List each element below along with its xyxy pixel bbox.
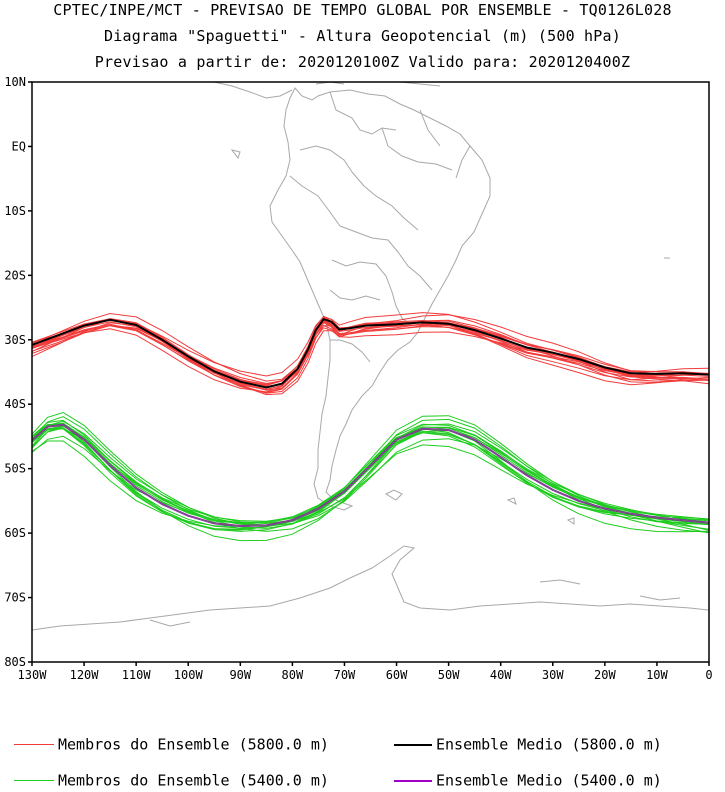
- lat-label: 10N: [4, 75, 26, 89]
- latitude-axis: 10N EQ 10S 20S 30S 40S 50S 60S 70S 80S: [4, 75, 32, 669]
- lon-label: 80W: [282, 668, 304, 682]
- legend-label: Membros do Ensemble (5400.0 m): [58, 771, 329, 790]
- lon-label: 30W: [542, 668, 564, 682]
- ensemble-mean-5800: [31, 318, 710, 389]
- lon-label: 100W: [174, 668, 204, 682]
- legend-swatch-members-5800: [14, 744, 54, 745]
- legend-swatch-members-5400: [14, 780, 54, 781]
- legend-label: Ensemble Medio (5400.0 m): [436, 771, 662, 790]
- legend-swatch-mean-5400: [394, 779, 432, 782]
- lat-label: 10S: [4, 204, 26, 218]
- map-frame: [31, 81, 710, 663]
- lon-label: 130W: [18, 668, 48, 682]
- lon-label: 70W: [334, 668, 356, 682]
- lon-label: 10W: [646, 668, 668, 682]
- ensemble-member-line: [31, 321, 710, 391]
- lat-label: 20S: [4, 268, 26, 282]
- ensemble-member-line: [31, 321, 710, 385]
- lat-label: EQ: [12, 139, 26, 153]
- ensemble-member-line: [31, 425, 710, 533]
- title-line-1: CPTEC/INPE/MCT - PREVISAO DE TEMPO GLOBA…: [53, 1, 672, 19]
- lon-label: 0: [705, 668, 712, 682]
- title-line-3: Previsao a partir de: 2020120100Z Valido…: [94, 53, 631, 71]
- legend-swatch-mean-5800: [394, 743, 432, 746]
- spaghetti-map: 10N EQ 10S 20S 30S 40S 50S 60S 70S 80S 130W 120W 11…: [4, 75, 713, 682]
- lat-label: 80S: [4, 655, 26, 669]
- lon-label: 110W: [122, 668, 152, 682]
- coastlines: [31, 81, 709, 631]
- ensemble-member-line: [31, 321, 710, 396]
- legend-mean-5400: Ensemble Medio (5400.0 m): [394, 771, 662, 791]
- legend-members-5800: Membros do Ensemble (5800.0 m): [14, 735, 329, 755]
- ensemble-mean-5400-core: [31, 424, 710, 527]
- ensemble-members-5400: [31, 411, 710, 542]
- longitude-axis: 130W 120W 110W 100W 90W 80W 70W 60W 50W 40W 30W 20W…: [18, 662, 713, 682]
- ensemble-member-line: [31, 435, 710, 534]
- ensemble-member-line: [31, 427, 710, 530]
- legend-label: Membros do Ensemble (5800.0 m): [58, 735, 329, 754]
- legend-mean-5800: Ensemble Medio (5800.0 m): [394, 735, 662, 755]
- lon-label: 50W: [438, 668, 460, 682]
- lon-label: 120W: [70, 668, 100, 682]
- lat-label: 60S: [4, 526, 26, 540]
- ensemble-member-line: [31, 428, 710, 529]
- title-line-2: Diagrama "Spaguetti" - Altura Geopotenci…: [104, 27, 621, 45]
- lat-label: 50S: [4, 462, 26, 476]
- lon-label: 20W: [594, 668, 616, 682]
- lat-label: 70S: [4, 591, 26, 605]
- lon-label: 40W: [490, 668, 512, 682]
- legend-label: Ensemble Medio (5800.0 m): [436, 735, 662, 754]
- lon-label: 60W: [386, 668, 408, 682]
- legend-members-5400: Membros do Ensemble (5400.0 m): [14, 771, 329, 791]
- ensemble-member-line: [31, 319, 710, 394]
- lat-label: 40S: [4, 397, 26, 411]
- lon-label: 90W: [229, 668, 251, 682]
- lat-label: 30S: [4, 333, 26, 347]
